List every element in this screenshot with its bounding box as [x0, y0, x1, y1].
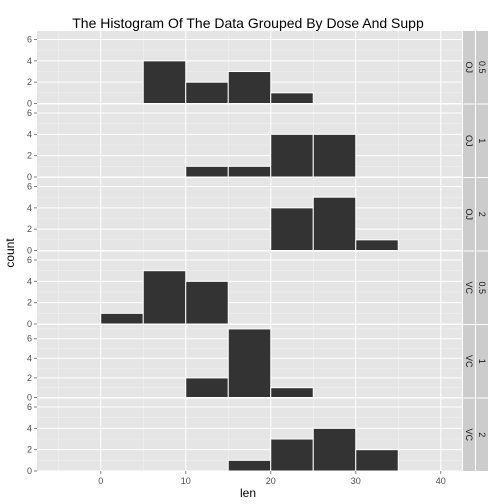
y-tick-label: 4	[27, 56, 32, 66]
supp-strip-label: VC	[464, 428, 474, 441]
panel-background	[37, 251, 462, 324]
y-tick-label: 4	[27, 129, 32, 139]
histogram-bar	[185, 280, 229, 325]
histogram-bar	[270, 387, 314, 398]
histogram-bar	[142, 270, 187, 325]
y-tick-label: 2	[27, 445, 32, 455]
y-tick-label: 6	[27, 108, 32, 118]
x-tick-label: 20	[266, 476, 276, 486]
y-tick-label: 0	[27, 172, 32, 182]
y-tick-label: 4	[27, 203, 32, 213]
x-tick-label: 30	[351, 476, 361, 486]
histogram-bar	[227, 71, 272, 105]
dose-strip-label: 1	[477, 359, 487, 364]
histogram-bar	[270, 207, 314, 251]
y-tick-label: 2	[27, 151, 32, 161]
supp-strip-label: VC	[464, 281, 474, 294]
y-tick-label: 0	[27, 466, 32, 476]
y-tick-label: 6	[27, 182, 32, 192]
facet-panel: 0 2 4 6 OJ 0.5	[27, 31, 488, 109]
y-tick-label: 4	[27, 423, 32, 433]
histogram-bar	[270, 133, 314, 178]
y-tick-label: 2	[27, 77, 32, 87]
x-tick-label: 40	[436, 476, 446, 486]
dose-strip	[476, 104, 488, 177]
x-tick-label: 10	[181, 476, 191, 486]
histogram-bar	[185, 165, 229, 178]
histogram-bar	[355, 449, 399, 472]
supp-strip-label: OJ	[464, 135, 474, 147]
x-axis-title: len	[240, 486, 256, 500]
y-tick-label: 6	[27, 255, 32, 265]
histogram-bar	[227, 165, 272, 178]
histogram-bar	[312, 196, 357, 251]
supp-strip-label: OJ	[464, 61, 474, 73]
histogram-bar	[227, 459, 272, 472]
y-tick-label: 6	[27, 402, 32, 412]
histogram-bar	[185, 377, 229, 398]
histogram-bar	[312, 133, 357, 178]
y-tick-label: 2	[27, 298, 32, 308]
dose-strip-label: 2	[477, 212, 487, 217]
dose-strip-label: 0.5	[477, 281, 487, 294]
supp-strip-label: VC	[464, 355, 474, 368]
y-tick-label: 2	[27, 224, 32, 234]
dose-strip-label: 1	[477, 138, 487, 143]
x-tick-label: 0	[98, 476, 103, 486]
y-tick-label: 0	[27, 246, 32, 256]
histogram-bar	[270, 92, 314, 104]
supp-strip	[463, 398, 475, 471]
supp-strip	[463, 178, 475, 251]
y-tick-label: 0	[27, 319, 32, 329]
histogram-bar	[312, 427, 357, 472]
supp-strip	[463, 325, 475, 398]
panel-background	[37, 178, 462, 251]
chart-title: The Histogram Of The Data Grouped By Dos…	[72, 15, 424, 31]
histogram-bar	[227, 328, 272, 398]
histogram-bar	[270, 438, 314, 472]
y-tick-label: 6	[27, 35, 32, 45]
facet-panel: 0 2 4 6 VC 1	[27, 325, 488, 403]
supp-strip	[463, 104, 475, 177]
histogram-bar	[355, 239, 399, 252]
supp-strip	[463, 31, 475, 104]
y-tick-label: 4	[27, 353, 32, 363]
dose-strip-label: 0.5	[477, 61, 487, 74]
histogram-bar	[100, 312, 144, 325]
supp-strip-label: OJ	[464, 208, 474, 220]
dose-strip	[476, 178, 488, 251]
y-tick-label: 6	[27, 334, 32, 344]
histogram-bar	[142, 60, 187, 104]
dose-strip	[476, 398, 488, 471]
panel-background	[37, 104, 462, 177]
histogram-bar	[185, 81, 229, 104]
y-tick-label: 0	[27, 99, 32, 109]
y-tick-label: 4	[27, 276, 32, 286]
dose-strip	[476, 251, 488, 324]
facet-panel: 0 2 4 6 OJ 1	[27, 104, 488, 182]
facet-panel: 0 2 4 6 VC 0.5	[27, 251, 488, 329]
dose-strip	[476, 31, 488, 104]
dose-strip-label: 2	[477, 432, 487, 437]
dose-strip	[476, 325, 488, 398]
y-tick-label: 2	[27, 373, 32, 383]
y-tick-label: 0	[27, 393, 32, 403]
supp-strip	[463, 251, 475, 324]
y-axis-title: count	[3, 238, 17, 268]
